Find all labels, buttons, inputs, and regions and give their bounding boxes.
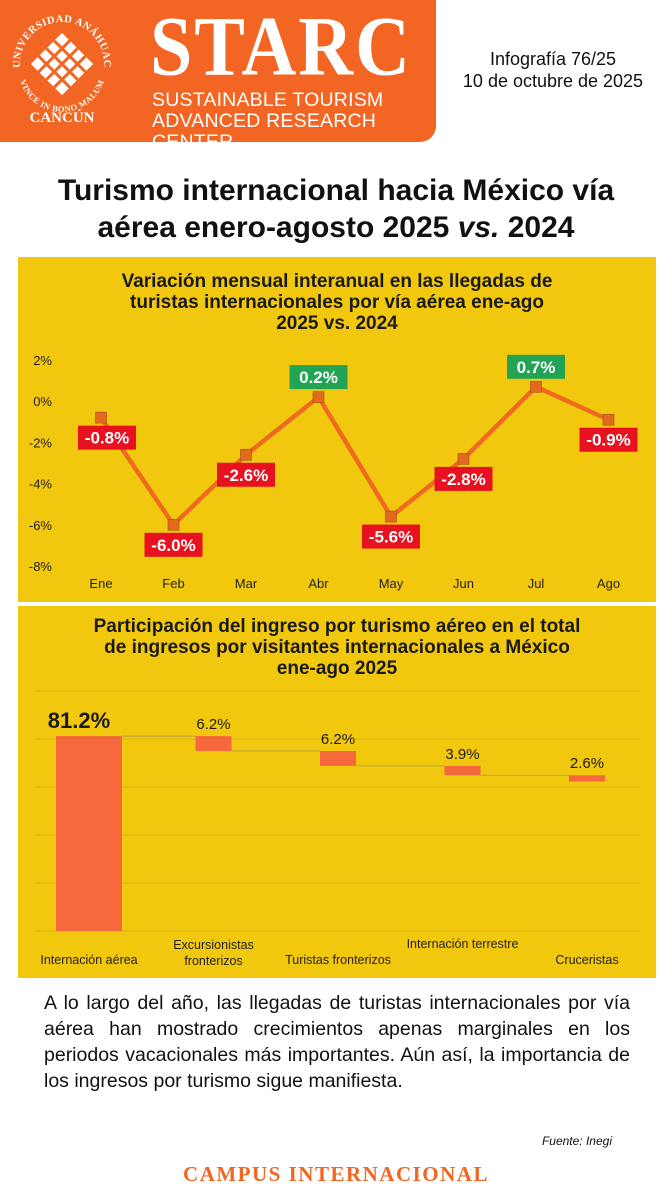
page-title: Turismo internacional hacia México vía a… [30,172,642,246]
category-label: Internación terrestre [407,937,519,951]
x-tick-label: Ago [597,576,620,591]
line-chart-title-line1: Variación mensual interanual en las lleg… [121,271,553,292]
brand-subtitle-line2: ADVANCED RESEARCH CENTER [152,110,377,153]
line-chart-panel: Variación mensual interanual en las lleg… [18,257,656,602]
data-label-box [434,466,493,491]
y-tick-label: 2% [33,353,52,368]
seal-lattice-icon [30,32,94,96]
data-label: -5.6% [369,528,413,547]
data-label-box [144,532,203,557]
waterfall-bar [569,775,605,782]
waterfall-chart-title-line2: de ingresos por visitantes internacional… [104,637,570,658]
data-point-marker [95,411,107,424]
line-chart-title-line3: 2025 vs. 2024 [276,313,398,334]
waterfall-chart-panel: Participación del ingreso por turismo aé… [18,606,656,978]
waterfall-chart-title-line1: Participación del ingreso por turismo aé… [93,616,581,637]
header-banner: UNIVERSIDAD ANÁHUAC VINCE IN BONO MALUM … [0,0,436,153]
seal-emblem: UNIVERSIDAD ANÁHUAC VINCE IN BONO MALUM [12,14,112,114]
data-label-box [217,462,275,487]
page-title-line2-a: aérea enero-agosto 2025 [97,211,458,244]
x-tick-label: Jun [453,576,474,591]
waterfall-chart-title-line3: ene-ago 2025 [276,658,398,679]
category-label: Excursionistas [173,938,254,952]
brand-subtitle-line1: SUSTAINABLE TOURISM [152,89,384,111]
data-label: -2.8% [441,470,485,489]
y-tick-label: 0% [33,394,52,409]
university-seal-logo: UNIVERSIDAD ANÁHUAC VINCE IN BONO MALUM … [6,6,118,136]
waterfall-bar [444,765,481,776]
category-label: Cruceristas [555,953,618,967]
data-label: -2.6% [224,466,268,485]
data-label: 6.2% [321,731,355,748]
y-tick-label: -6% [29,518,53,533]
data-label-box [78,425,136,450]
category-label: fronterizos [184,954,242,968]
line-chart: 2% 0% -2% -4% -6% -8% Ene Feb Mar Abr May Jun Jul Ago… [29,353,638,591]
data-label: 2.6% [570,755,604,772]
waterfall-bar [320,751,356,766]
page-title-line2-b: 2024 [499,211,575,244]
data-label-box [289,365,348,390]
waterfall-bar [56,736,122,931]
campus-city: CANCÚN [29,110,95,126]
waterfall-chart-title: Participación del ingreso por turismo aé… [38,616,636,679]
series-line [98,384,611,528]
data-label: -0.8% [85,429,129,448]
line-chart-title: Variación mensual interanual en las lleg… [38,271,636,334]
data-label: -0.9% [586,431,630,450]
issue-info: Infografía 76/25 10 de octubre de 2025 [446,48,660,92]
data-label: 6.2% [196,716,230,733]
brand-name: STARC [150,0,412,94]
issue-number: Infografía 76/25 [489,49,617,69]
data-label: 81.2% [48,708,110,733]
y-tick-label: -8% [29,559,53,574]
data-label: 0.7% [517,358,556,377]
category-label: Internación aérea [40,953,137,967]
y-tick-label: -4% [29,477,53,492]
data-label: -6.0% [151,536,195,555]
x-tick-label: Jul [528,576,545,591]
data-point-marker [312,391,325,403]
line-chart-title-line2: turistas internacionales por vía aérea e… [130,292,544,313]
data-label-box [579,427,638,452]
waterfall-bar [195,736,232,751]
data-point-marker [240,448,252,461]
data-label: 3.9% [445,746,479,763]
summary-text: A lo largo del año, las llegadas de turi… [44,992,630,1092]
x-tick-label: May [379,576,404,591]
footer-campus: CAMPUS INTERNACIONAL [183,1162,489,1186]
y-tick-label: -2% [29,435,53,450]
data-label: 0.2% [299,368,338,387]
page-title-line1: Turismo internacional hacia México vía [57,174,615,207]
data-point-marker [530,380,542,393]
data-label-box [507,354,565,379]
brand-subtitle: SUSTAINABLE TOURISM ADVANCED RESEARCH CE… [152,90,436,153]
issue-date: 10 de octubre de 2025 [462,71,644,91]
x-tick-label: Mar [235,576,258,591]
source-note: Fuente: Inegi [541,1134,612,1148]
data-point-marker [602,413,615,426]
data-point-marker [167,518,180,531]
data-label-box [362,524,420,549]
page-title-vs: vs. [457,211,500,244]
x-tick-label: Ene [89,576,112,591]
data-point-marker [385,510,397,523]
x-tick-label: Feb [162,576,184,591]
x-tick-label: Abr [308,576,329,591]
data-point-marker [457,453,470,465]
category-label: Turistas fronterizos [285,953,391,967]
waterfall-chart: 81.2% 6.2% 6.2% 3.9% 2.6% Internación aérea Ex… [34,690,640,968]
page-title-line2: aérea enero-agosto 2025 vs. 2024 [30,209,642,246]
